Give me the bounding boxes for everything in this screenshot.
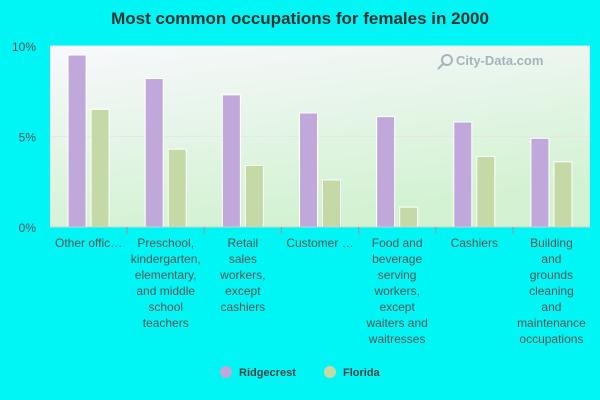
x-category-label-line: and [541, 252, 561, 266]
bar-florida-1 [167, 148, 187, 228]
x-category-label-line: school [148, 300, 183, 314]
x-category-label: Other offic… [55, 236, 122, 250]
x-category-label: Customer … [286, 236, 353, 250]
x-category-label-line: and [541, 300, 561, 314]
watermark-text: City-Data.com [456, 53, 543, 68]
x-category-label-line: elementary, [135, 268, 197, 282]
x-category-label-line: Preschool, [137, 236, 194, 250]
x-category-label-line: except [379, 300, 415, 314]
bar-florida-0 [90, 108, 110, 228]
bar-florida-5 [476, 155, 496, 228]
bar-ridgecrest-1 [144, 78, 164, 228]
legend-label-florida: Florida [343, 367, 381, 379]
bar-ridgecrest-3 [299, 112, 318, 228]
x-category-label: Building and grounds cleaning and maintenance… [517, 236, 586, 346]
x-category-label-line: Building [530, 236, 573, 250]
y-tick-label: 0% [19, 221, 37, 235]
bar-ridgecrest-0 [67, 54, 87, 228]
x-axis: Other offic… Preschool, kindergarten, eleme… [55, 227, 586, 346]
x-category-label-line: Retail [228, 236, 259, 250]
y-tick-label: 5% [19, 131, 37, 145]
legend: Ridgecrest Florida [220, 366, 381, 379]
bar-florida-2 [244, 164, 264, 228]
bar-florida-4 [399, 206, 419, 228]
bar-ridgecrest-2 [221, 94, 241, 228]
chart-title: Most common occupations for females in 2… [111, 9, 489, 28]
legend-swatch-florida [324, 366, 336, 378]
y-axis: 0% 5% 10% [12, 40, 36, 235]
bar-ridgecrest-6 [530, 137, 550, 228]
bar-florida-3 [322, 179, 341, 228]
x-category-label-line: cashiers [221, 300, 266, 314]
x-category-label-line: Food and [372, 236, 423, 250]
x-category-label-line: workers, [373, 284, 419, 298]
x-category-label-line: sales [229, 252, 257, 266]
x-category-label-line: workers, [219, 268, 265, 282]
x-category-label-line: Other offic… [55, 236, 122, 250]
x-category-label-line: occupations [519, 332, 583, 346]
x-category-label-line: Customer … [286, 236, 353, 250]
watermark: City-Data.com [437, 53, 543, 70]
x-category-label: Preschool, kindergarten, elementary, and mi… [131, 236, 201, 330]
y-tick-label: 10% [12, 40, 36, 54]
bar-florida-6 [553, 161, 573, 228]
gridlines [50, 45, 590, 137]
x-category-label-line: grounds [530, 268, 573, 282]
x-category-label-line: waiters and [365, 316, 427, 330]
x-category-label-line: cleaning [529, 284, 574, 298]
legend-label-ridgecrest: Ridgecrest [239, 367, 296, 379]
x-category-label: Food and beverage serving workers, except wai… [365, 236, 427, 346]
legend-swatch-ridgecrest [220, 366, 232, 378]
x-category-label-line: waitresses [368, 332, 426, 346]
x-category-label-line: Cashiers [451, 236, 498, 250]
x-category-label-line: teachers [143, 316, 189, 330]
x-category-label-line: kindergarten, [131, 252, 201, 266]
search-icon-handle [437, 63, 444, 70]
bar-ridgecrest-4 [376, 116, 396, 228]
bar-ridgecrest-5 [453, 121, 473, 228]
x-category-label-line: serving [378, 268, 417, 282]
x-category-label: Cashiers [451, 236, 498, 250]
bars [50, 54, 590, 228]
x-category-label-line: and middle [136, 284, 195, 298]
x-category-label: Retail sales workers, except cashiers [219, 236, 265, 314]
search-icon [441, 54, 453, 66]
x-category-label-line: except [225, 284, 261, 298]
x-category-label-line: maintenance [517, 316, 586, 330]
x-category-label-line: beverage [372, 252, 422, 266]
